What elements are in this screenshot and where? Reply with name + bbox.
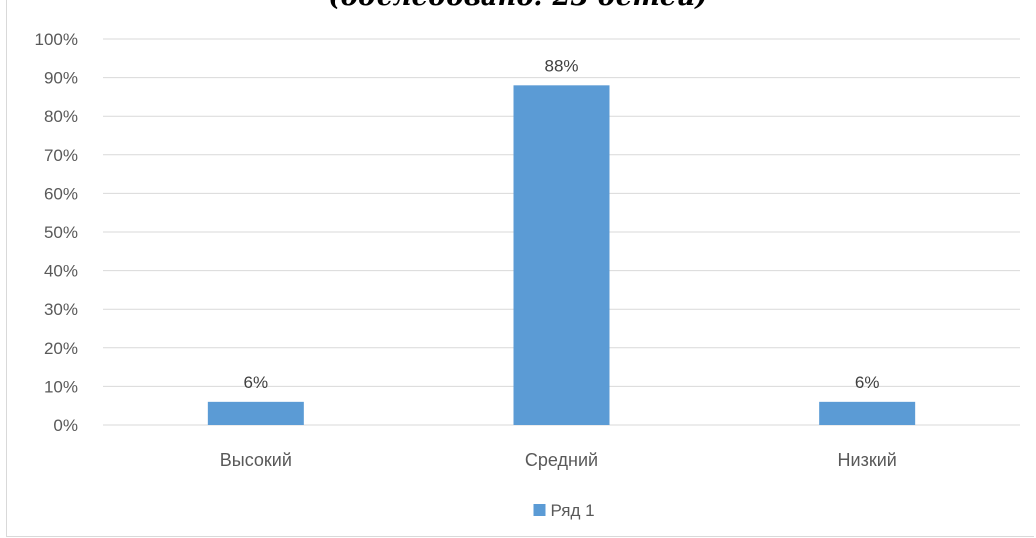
bars	[207, 85, 916, 425]
y-tick-label: 60%	[44, 184, 78, 203]
legend: Ряд 1	[533, 501, 595, 520]
bar	[819, 401, 916, 425]
y-tick-label: 100%	[35, 30, 78, 49]
bar	[513, 85, 610, 425]
y-tick-label: 30%	[44, 300, 78, 319]
y-tick-label: 10%	[44, 377, 78, 396]
y-axis-ticks: 0% 10% 20% 30% 40% 50% 60% 70% 80% 90% 100%	[35, 30, 78, 435]
data-label: 88%	[544, 56, 578, 75]
data-label: 6%	[244, 373, 269, 392]
y-tick-label: 20%	[44, 339, 78, 358]
y-tick-label: 70%	[44, 146, 78, 165]
legend-label: Ряд 1	[551, 501, 595, 520]
bar	[207, 401, 304, 425]
y-tick-label: 50%	[44, 223, 78, 242]
y-tick-label: 80%	[44, 107, 78, 126]
category-label: Средний	[525, 450, 598, 470]
x-axis-categories: Высокий Средний Низкий	[220, 450, 897, 470]
y-tick-label: 90%	[44, 69, 78, 88]
data-labels: 6% 88% 6%	[244, 56, 880, 392]
chart-frame	[6, 0, 1034, 537]
y-tick-label: 40%	[44, 262, 78, 281]
chart-title: (обследовано: 23 детей)	[0, 0, 1036, 12]
data-label: 6%	[855, 373, 880, 392]
y-tick-label: 0%	[53, 416, 78, 435]
category-label: Низкий	[838, 450, 897, 470]
legend-swatch	[533, 504, 546, 516]
category-label: Высокий	[220, 450, 292, 470]
